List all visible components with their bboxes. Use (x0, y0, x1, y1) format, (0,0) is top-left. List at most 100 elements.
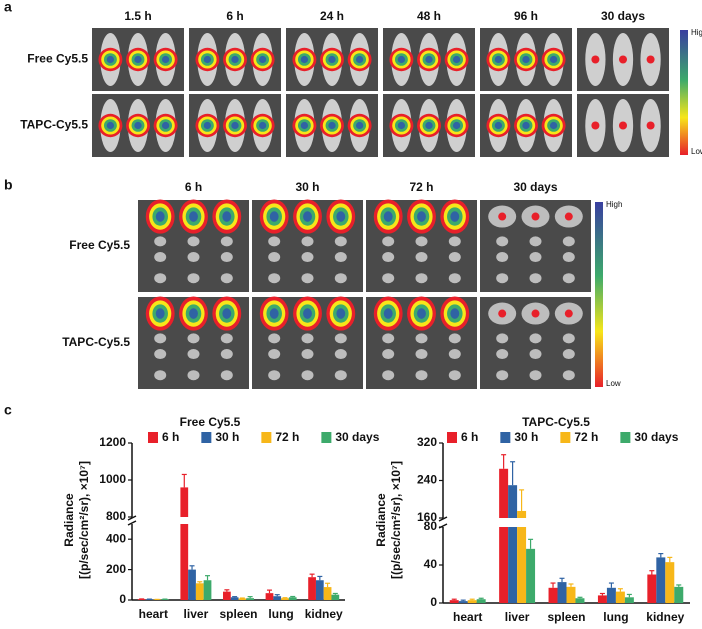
signal (222, 308, 232, 319)
signal (203, 55, 212, 64)
y-label: Radiance (62, 493, 76, 547)
bar (656, 557, 666, 603)
organ (301, 349, 314, 360)
color-bar (595, 202, 603, 387)
organ (562, 333, 575, 344)
legend-label: 6 h (162, 430, 179, 444)
signal (494, 121, 503, 130)
organ (154, 370, 167, 381)
organ (415, 252, 428, 263)
signal (303, 308, 312, 319)
legend-swatch (321, 432, 332, 443)
organ (301, 370, 314, 381)
bar (188, 569, 196, 600)
organ (529, 273, 542, 284)
organ (496, 370, 509, 381)
signal (328, 55, 336, 64)
bar (548, 587, 558, 603)
signal (417, 211, 426, 222)
organ (415, 349, 428, 360)
bar (499, 468, 509, 518)
legend-swatch (447, 432, 457, 443)
y-tick-label: 80 (424, 519, 438, 533)
organ (496, 349, 509, 360)
signal (161, 121, 170, 130)
bar (223, 591, 231, 600)
row-label: TAPC-Cy5.5 (20, 118, 88, 132)
organ (448, 370, 461, 381)
organ (382, 252, 395, 263)
x-tick-label: lung (603, 610, 628, 624)
bar (476, 599, 486, 603)
organ (382, 236, 395, 247)
color-bar (680, 30, 688, 155)
organ (382, 273, 395, 284)
bar (195, 583, 204, 600)
signal (397, 121, 406, 130)
time-label: 1.5 h (124, 9, 151, 23)
bar (288, 597, 297, 600)
signal (452, 121, 461, 130)
signal (591, 55, 600, 64)
signal (564, 212, 573, 221)
bar (331, 594, 340, 600)
signal (189, 308, 198, 319)
signal (203, 121, 212, 130)
axis-break (127, 520, 137, 526)
organ (496, 236, 509, 247)
organ (448, 252, 461, 263)
y-tick-label: 400 (106, 531, 126, 545)
x-tick-label: spleen (219, 607, 257, 621)
signal (336, 308, 346, 319)
panel-label: a (4, 0, 12, 15)
y-label-unit: [(p/sec/cm²/sr), ×10⁷] (389, 461, 403, 579)
organ (187, 349, 200, 360)
time-label: 6 h (226, 9, 243, 23)
bar (273, 596, 282, 600)
bar (647, 574, 657, 603)
legend-label: 72 h (275, 430, 299, 444)
signal (336, 211, 346, 222)
signal (155, 308, 165, 319)
bar (665, 562, 675, 603)
bar (615, 591, 625, 603)
bar (575, 598, 585, 603)
y-tick-label: 0 (119, 592, 126, 606)
scale-high: High (606, 200, 622, 209)
signal (646, 121, 655, 130)
y-tick-label: 160 (417, 510, 437, 524)
signal (450, 308, 460, 319)
organ (268, 273, 281, 284)
organ (448, 273, 461, 284)
bar (161, 599, 169, 600)
legend-label: 72 h (574, 430, 598, 444)
signal (619, 55, 627, 64)
axis-break (127, 515, 137, 521)
organ (334, 349, 347, 360)
time-label: 30 h (295, 180, 319, 194)
signal (452, 55, 461, 64)
bar (597, 595, 607, 603)
legend-label: 30 days (335, 430, 379, 444)
organ (529, 370, 542, 381)
y-tick-label: 800 (106, 509, 126, 523)
scale-low: Low (606, 379, 621, 388)
bar (449, 600, 459, 603)
organ (301, 333, 314, 344)
y-tick-label: 1000 (99, 472, 126, 486)
y-tick-label: 200 (106, 562, 126, 576)
bar (145, 599, 154, 600)
bar (606, 587, 616, 603)
x-tick-label: liver (184, 607, 209, 621)
y-tick-label: 1200 (99, 435, 126, 449)
time-label: 30 days (513, 180, 557, 194)
organ (448, 333, 461, 344)
organ (529, 349, 542, 360)
organ (187, 236, 200, 247)
bar (557, 582, 567, 603)
signal (222, 211, 232, 222)
x-tick-label: heart (139, 607, 168, 621)
signal (646, 55, 655, 64)
time-label: 30 days (601, 9, 645, 23)
chart-title: Free Cy5.5 (180, 415, 241, 429)
